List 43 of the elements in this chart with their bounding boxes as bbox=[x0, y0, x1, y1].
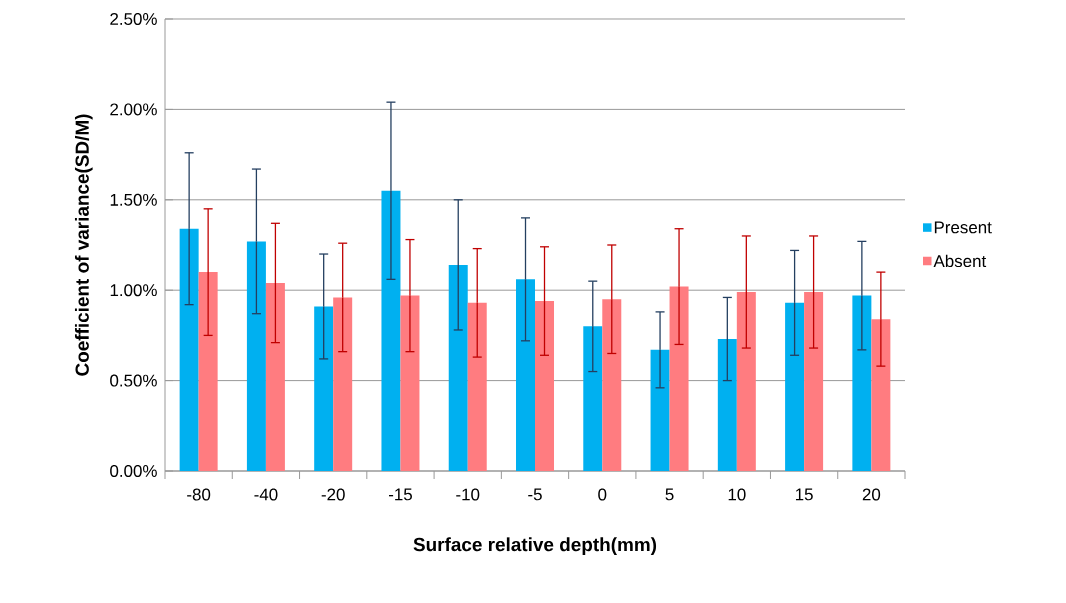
y-tick-label: 0.00% bbox=[110, 465, 157, 477]
bar bbox=[400, 295, 420, 471]
bar bbox=[871, 319, 891, 471]
legend-label: Present bbox=[934, 221, 992, 234]
bar bbox=[467, 302, 487, 471]
bar bbox=[381, 190, 401, 471]
bar bbox=[804, 292, 824, 471]
bar bbox=[516, 279, 535, 471]
x-tick-label: -5 bbox=[528, 488, 542, 501]
x-tick-label: 10 bbox=[728, 488, 746, 501]
bar bbox=[602, 299, 622, 471]
bar bbox=[535, 301, 554, 471]
bar bbox=[650, 349, 670, 471]
x-tick-label: 20 bbox=[862, 488, 881, 501]
y-tick-label: 0.50% bbox=[110, 374, 157, 387]
bar bbox=[265, 282, 285, 471]
bar bbox=[717, 339, 737, 471]
x-tick-label: -40 bbox=[254, 488, 278, 501]
x-tick-label: -15 bbox=[388, 488, 412, 501]
x-tick-label: -20 bbox=[321, 488, 345, 501]
bar bbox=[736, 292, 756, 471]
bar bbox=[785, 302, 805, 471]
bar bbox=[448, 264, 468, 471]
bar bbox=[179, 228, 199, 471]
bar bbox=[333, 297, 353, 471]
bar bbox=[852, 295, 872, 471]
bar bbox=[314, 306, 334, 471]
legend-label: Absent bbox=[933, 254, 987, 268]
bar bbox=[669, 286, 689, 471]
bar bbox=[246, 241, 266, 471]
y-tick-label: 2.00% bbox=[110, 103, 157, 116]
y-tick-label: 1.00% bbox=[110, 284, 157, 297]
y-tick-label: 2.50% bbox=[110, 13, 157, 25]
y-tick-label: 1.50% bbox=[110, 193, 157, 206]
bar bbox=[198, 272, 218, 471]
y-axis-title: Coefficient of variance(SD/M) bbox=[74, 114, 93, 376]
x-axis-title: Surface relative depth(mm) bbox=[413, 537, 657, 555]
x-tick-label: 5 bbox=[665, 488, 674, 501]
x-tick-label: -10 bbox=[456, 488, 480, 501]
x-tick-label: -80 bbox=[187, 488, 211, 501]
bar bbox=[583, 326, 603, 471]
x-tick-label: 15 bbox=[795, 488, 813, 501]
x-tick-label: 0 bbox=[598, 488, 607, 501]
